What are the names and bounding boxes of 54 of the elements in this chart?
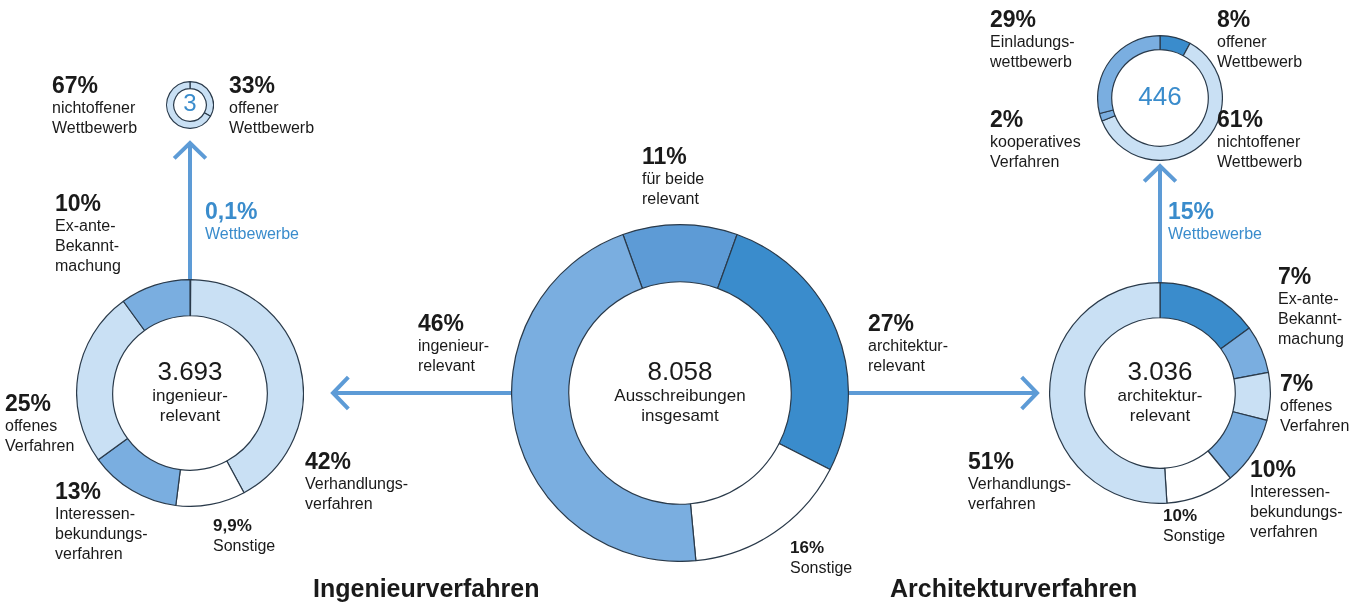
text: 3 bbox=[183, 89, 197, 117]
slice-label: offenes Verfahren bbox=[1280, 396, 1350, 437]
slice-label: nichtoffener Wettbewerb bbox=[52, 98, 138, 139]
slice-label: Sonstige bbox=[1163, 525, 1226, 546]
slice-label: Wettbewerbe bbox=[205, 224, 299, 245]
slice-label: Interessen- bekundungs- verfahren bbox=[55, 504, 148, 565]
slice-label: Ex-ante- Bekannt- machung bbox=[55, 216, 121, 277]
slice-label: Ex-ante- Bekannt- machung bbox=[1278, 289, 1344, 350]
slice-label: Sonstige bbox=[790, 557, 853, 578]
data-label: 2% bbox=[990, 106, 1025, 133]
data-label: 10% bbox=[55, 190, 103, 217]
text: 446 bbox=[1138, 80, 1182, 111]
slice-label: Sonstige bbox=[213, 535, 276, 556]
slice-label: offenes Verfahren bbox=[5, 416, 75, 457]
slice-label: Wettbewerbe bbox=[1168, 224, 1262, 245]
text: 3.693 bbox=[156, 356, 224, 386]
data-label: 13% bbox=[55, 478, 103, 505]
data-label: 0,1% bbox=[205, 198, 259, 225]
data-label: 33% bbox=[229, 72, 277, 99]
text: Ingenieurverfahren bbox=[313, 574, 540, 603]
slice-label: Verhandlungs- verfahren bbox=[305, 474, 409, 515]
slice-label: Einladungs- wettbewerb bbox=[990, 32, 1075, 73]
slice-label: offener Wettbewerb bbox=[229, 98, 315, 139]
data-label: 9,9% bbox=[213, 516, 253, 536]
slice-label: nichtoffener Wettbewerb bbox=[1217, 132, 1303, 173]
slice-label: für beide relevant bbox=[642, 169, 705, 210]
data-label: 15% bbox=[1168, 198, 1216, 225]
data-label: 7% bbox=[1280, 370, 1315, 397]
data-label: 10% bbox=[1250, 456, 1298, 483]
data-label: 27% bbox=[868, 310, 916, 337]
text: 8.058 bbox=[646, 356, 714, 386]
data-label: 16% bbox=[790, 538, 826, 558]
text: Ausschreibungen insgesamt bbox=[613, 385, 747, 427]
text: ingenieur- relevant bbox=[151, 385, 229, 427]
slice-label: architektur- relevant bbox=[868, 336, 949, 377]
text: 3.036 bbox=[1126, 356, 1194, 386]
slice-label: kooperatives Verfahren bbox=[990, 132, 1081, 173]
data-label: 42% bbox=[305, 448, 353, 475]
slice-label: Interessen- bekundungs- verfahren bbox=[1250, 482, 1343, 543]
data-label: 25% bbox=[5, 390, 53, 417]
data-label: 67% bbox=[52, 72, 100, 99]
data-label: 51% bbox=[968, 448, 1016, 475]
data-label: 8% bbox=[1217, 6, 1252, 33]
data-label: 29% bbox=[990, 6, 1038, 33]
data-label: 46% bbox=[418, 310, 466, 337]
data-label: 10% bbox=[1163, 506, 1199, 526]
text: architektur- relevant bbox=[1116, 385, 1204, 427]
slice-label: ingenieur- relevant bbox=[418, 336, 490, 377]
data-label: 11% bbox=[642, 143, 688, 170]
data-label: 61% bbox=[1217, 106, 1265, 133]
text: Architekturverfahren bbox=[890, 574, 1138, 603]
slice-label: offener Wettbewerb bbox=[1217, 32, 1303, 73]
data-label: 7% bbox=[1278, 263, 1313, 290]
slice-label: Verhandlungs- verfahren bbox=[968, 474, 1072, 515]
